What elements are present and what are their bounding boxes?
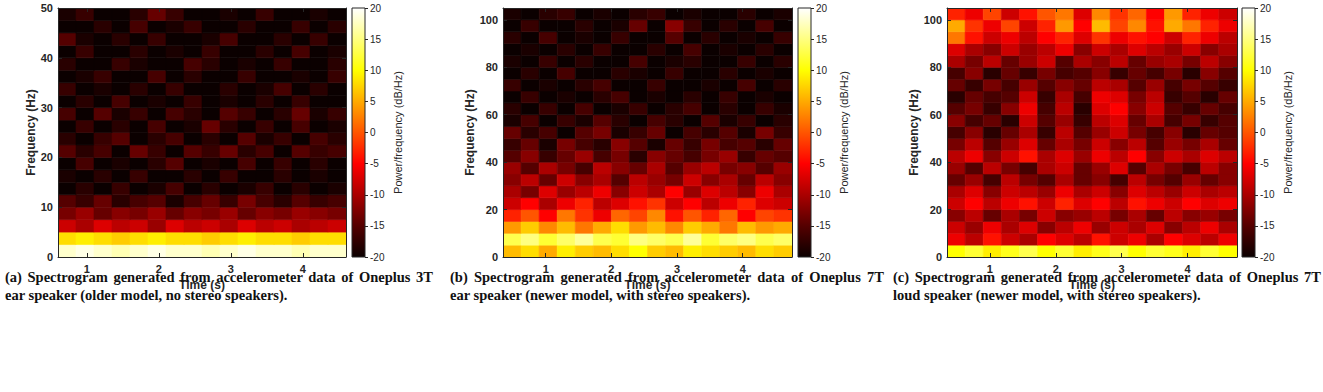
svg-text:10: 10 — [1260, 65, 1272, 76]
svg-text:20: 20 — [370, 3, 382, 14]
svg-text:40: 40 — [486, 156, 498, 168]
svg-text:10: 10 — [816, 65, 828, 76]
svg-text:-10: -10 — [370, 189, 385, 200]
svg-text:40: 40 — [930, 156, 942, 168]
svg-text:0: 0 — [47, 251, 53, 263]
svg-text:80: 80 — [930, 61, 942, 73]
svg-text:60: 60 — [486, 109, 498, 121]
svg-text:-20: -20 — [1260, 252, 1275, 263]
svg-text:Frequency (Hz): Frequency (Hz) — [24, 89, 38, 176]
svg-text:100: 100 — [924, 14, 942, 26]
svg-text:20: 20 — [816, 3, 828, 14]
svg-text:20: 20 — [930, 204, 942, 216]
svg-text:-20: -20 — [370, 252, 385, 263]
svg-text:-15: -15 — [1260, 220, 1275, 231]
svg-text:-15: -15 — [370, 220, 385, 231]
svg-text:Power/frequency (dB/Hz): Power/frequency (dB/Hz) — [1282, 71, 1294, 194]
svg-text:80: 80 — [486, 61, 498, 73]
svg-text:-5: -5 — [816, 158, 825, 169]
svg-text:20: 20 — [486, 204, 498, 216]
svg-text:-20: -20 — [816, 252, 831, 263]
svg-text:0: 0 — [936, 251, 942, 263]
svg-text:-15: -15 — [816, 220, 831, 231]
svg-text:50: 50 — [41, 2, 53, 14]
svg-text:0: 0 — [370, 127, 376, 138]
svg-text:15: 15 — [816, 34, 828, 45]
svg-text:15: 15 — [370, 34, 382, 45]
svg-text:15: 15 — [1260, 34, 1272, 45]
svg-text:Power/frequency (dB/Hz): Power/frequency (dB/Hz) — [392, 71, 404, 194]
svg-text:0: 0 — [1260, 127, 1266, 138]
svg-text:-10: -10 — [1260, 189, 1275, 200]
svg-text:5: 5 — [370, 96, 376, 107]
svg-text:20: 20 — [41, 151, 53, 163]
svg-text:60: 60 — [930, 109, 942, 121]
svg-text:40: 40 — [41, 52, 53, 64]
svg-text:5: 5 — [1260, 96, 1266, 107]
svg-text:10: 10 — [370, 65, 382, 76]
svg-text:Frequency (Hz): Frequency (Hz) — [463, 89, 477, 176]
svg-text:100: 100 — [480, 14, 498, 26]
svg-text:0: 0 — [492, 251, 498, 263]
svg-text:0: 0 — [816, 127, 822, 138]
svg-text:-5: -5 — [370, 158, 379, 169]
svg-text:Frequency (Hz): Frequency (Hz) — [907, 89, 921, 176]
svg-text:10: 10 — [41, 201, 53, 213]
svg-text:20: 20 — [1260, 3, 1272, 14]
svg-text:30: 30 — [41, 102, 53, 114]
svg-text:-5: -5 — [1260, 158, 1269, 169]
svg-text:5: 5 — [816, 96, 822, 107]
svg-text:Power/frequency (dB/Hz): Power/frequency (dB/Hz) — [838, 71, 850, 194]
svg-text:-10: -10 — [816, 189, 831, 200]
